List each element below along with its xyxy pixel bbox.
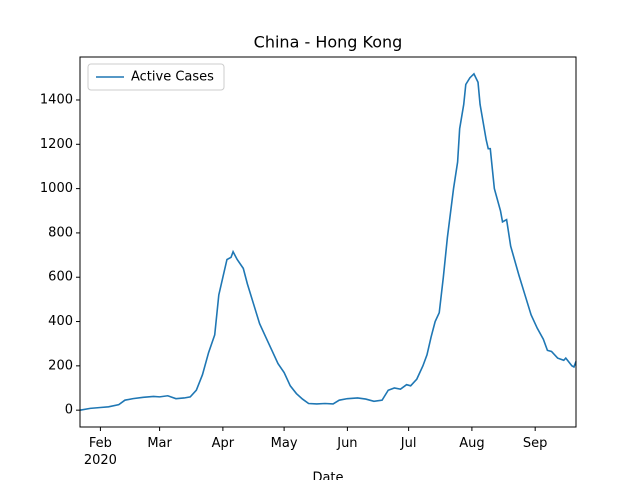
x-tick-label: Feb 2020: [84, 436, 117, 468]
data-line: [79, 72, 577, 411]
x-tick-label: Jul: [400, 436, 417, 451]
x-axis-label: Date: [312, 471, 343, 480]
x-tick-label: Apr: [212, 436, 235, 451]
legend-label: Active Cases: [131, 70, 214, 85]
y-tick-label: 1200: [40, 137, 73, 152]
y-tick-label: 1000: [40, 181, 73, 196]
plot-frame: [79, 56, 577, 428]
x-tick-label: Jun: [336, 436, 357, 451]
legend: Active Cases: [87, 63, 225, 91]
y-tick-label: 1400: [40, 92, 73, 107]
y-tick-label: 600: [48, 270, 73, 285]
y-tick-label: 800: [48, 225, 73, 240]
x-tick-label: May: [271, 436, 298, 451]
x-tick-label: Mar: [147, 436, 172, 451]
y-tick-label: 400: [48, 314, 73, 329]
x-tick-label: Aug: [459, 436, 484, 451]
y-tick-label: 0: [65, 403, 73, 418]
x-tick-label: Sep: [523, 436, 548, 451]
legend-box: [87, 63, 225, 91]
y-tick-label: 200: [48, 358, 73, 373]
chart-title: China - Hong Kong: [254, 33, 403, 52]
